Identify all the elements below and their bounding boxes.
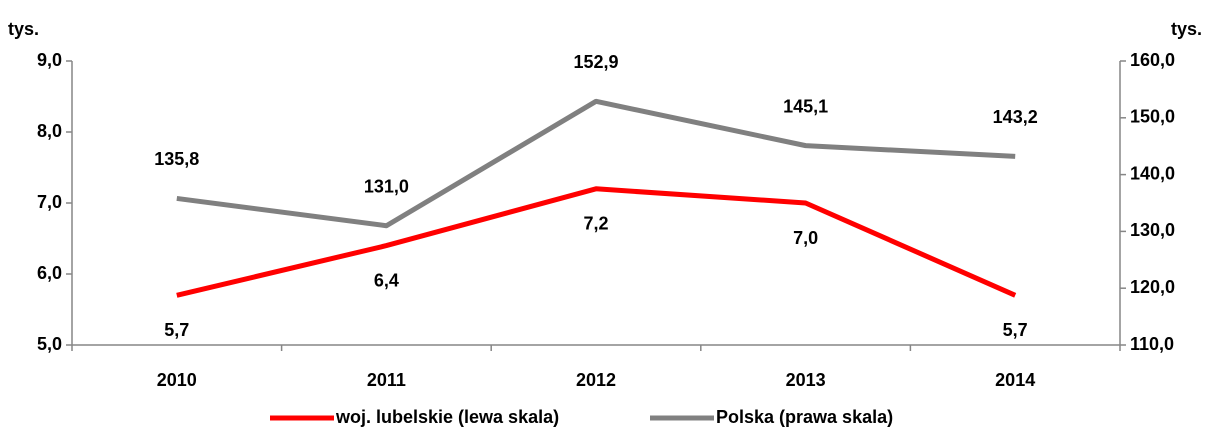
- line: [176, 98, 1016, 229]
- legend-label: woj. lubelskie (lewa skala): [335, 407, 559, 427]
- y2-tick-label: 120,0: [1130, 277, 1175, 297]
- data-label: 5,7: [1003, 320, 1028, 340]
- y-tick-label: 7,0: [37, 192, 62, 212]
- x-tick-label: 2013: [786, 370, 826, 390]
- y2-tick-label: 150,0: [1130, 107, 1175, 127]
- y-tick-label: 8,0: [37, 121, 62, 141]
- data-label: 152,9: [573, 52, 618, 72]
- data-label: 135,8: [154, 149, 199, 169]
- x-tick-label: 2011: [367, 370, 406, 390]
- y-axis-label: tys.: [8, 19, 39, 39]
- y2-tick-label: 110,0: [1130, 334, 1174, 354]
- y-tick-label: 6,0: [37, 263, 62, 283]
- data-label: 6,4: [374, 270, 399, 290]
- y2-tick-label: 140,0: [1130, 163, 1175, 183]
- y2-tick-label: 160,0: [1130, 50, 1175, 70]
- data-label: 143,2: [993, 107, 1038, 127]
- y2-tick-label: 130,0: [1130, 220, 1175, 240]
- y-tick-label: 9,0: [37, 50, 62, 70]
- x-tick-label: 2010: [157, 370, 197, 390]
- data-label: 5,7: [164, 320, 189, 340]
- line: [176, 186, 1017, 298]
- data-label: 145,1: [783, 96, 828, 116]
- data-label: 7,0: [793, 228, 818, 248]
- x-tick-label: 2014: [995, 370, 1035, 390]
- data-label: 7,2: [583, 214, 608, 234]
- legend-label: Polska (prawa skala): [716, 407, 893, 427]
- y2-axis-label: tys.: [1171, 19, 1202, 39]
- x-tick-label: 2012: [576, 370, 616, 390]
- y-tick-label: 5,0: [37, 334, 62, 354]
- data-label: 131,0: [364, 176, 409, 196]
